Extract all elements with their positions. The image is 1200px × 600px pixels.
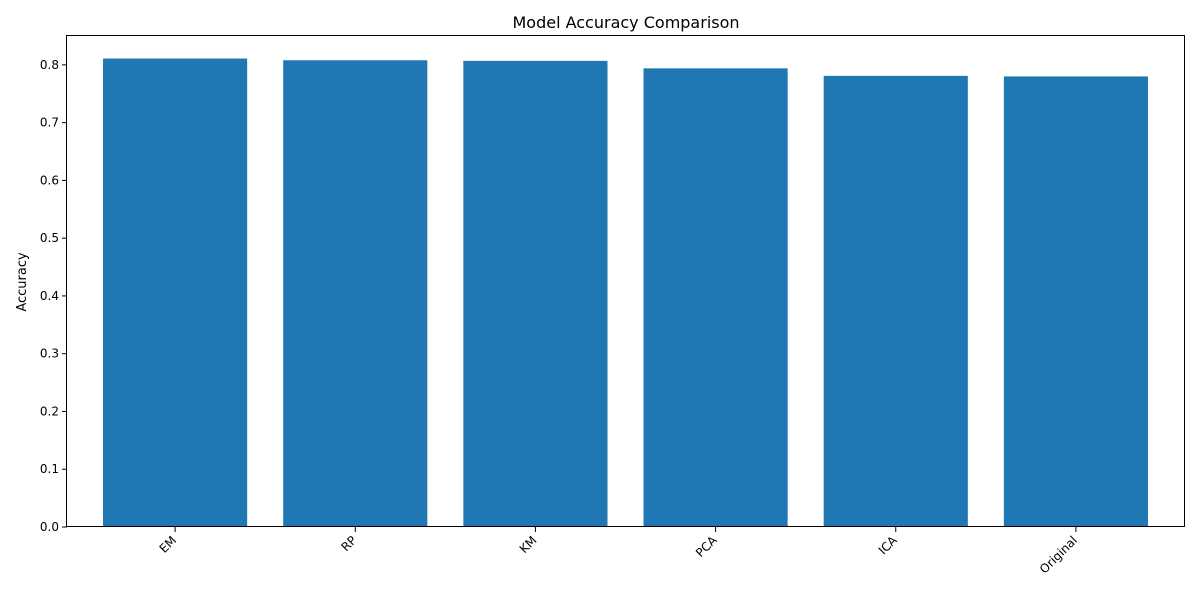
y-axis-ticks: 0.0 0.1 0.2 0.3 0.4 0.5 0.6 0.7 0.8 xyxy=(40,58,67,534)
bar-ica xyxy=(823,75,968,528)
bar-pca xyxy=(643,68,788,527)
y-tick-label: 0.5 xyxy=(40,231,59,245)
y-tick-label: 0.2 xyxy=(40,404,59,418)
bars-group xyxy=(103,58,1148,528)
bar-em xyxy=(103,58,248,527)
y-tick-label: 0.1 xyxy=(40,462,59,476)
y-tick-label: 0.0 xyxy=(40,520,59,534)
y-tick-label: 0.8 xyxy=(40,58,59,72)
chart-title: Model Accuracy Comparison xyxy=(512,13,739,32)
bar-original xyxy=(1003,76,1148,527)
bar-km xyxy=(463,60,608,528)
x-tick-label-ica: ICA xyxy=(876,533,901,558)
plot-frame xyxy=(66,35,1185,527)
x-tick-label-pca: PCA xyxy=(693,533,720,560)
y-axis-label: Accuracy xyxy=(15,252,30,312)
x-axis-ticks: EM RP KM PCA ICA Original xyxy=(157,527,1080,576)
y-tick-label: 0.3 xyxy=(40,347,59,361)
y-tick-label: 0.4 xyxy=(40,289,59,303)
y-tick-label: 0.6 xyxy=(40,173,59,187)
x-tick-label-km: KM xyxy=(517,533,540,556)
x-tick-label-original: Original xyxy=(1037,533,1080,576)
bar-rp xyxy=(283,60,428,527)
x-tick-label-em: EM xyxy=(157,533,180,556)
x-tick-label-rp: RP xyxy=(338,533,359,554)
y-tick-label: 0.7 xyxy=(40,116,59,130)
